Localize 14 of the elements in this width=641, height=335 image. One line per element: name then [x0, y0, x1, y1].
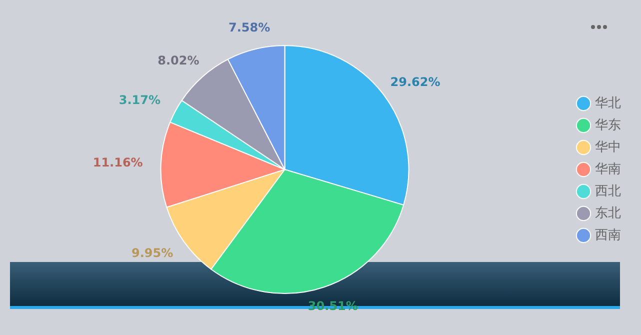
data-label: 9.95% [132, 246, 174, 260]
data-label: 11.16% [92, 156, 143, 170]
legend-label: 华南 [595, 162, 621, 177]
legend-label: 东北 [595, 206, 621, 221]
legend-label: 西南 [595, 228, 621, 243]
data-label: 29.62% [390, 74, 440, 89]
legend-label: 华中 [595, 140, 621, 155]
data-label: 30.51% [308, 299, 358, 314]
data-label: 7.58% [228, 20, 270, 35]
legend-label: 西北 [595, 184, 621, 199]
legend-label: 华东 [595, 118, 621, 133]
data-label: 3.17% [118, 93, 161, 108]
legend-label: 华北 [595, 96, 621, 111]
data-label: 8.02% [158, 53, 200, 68]
